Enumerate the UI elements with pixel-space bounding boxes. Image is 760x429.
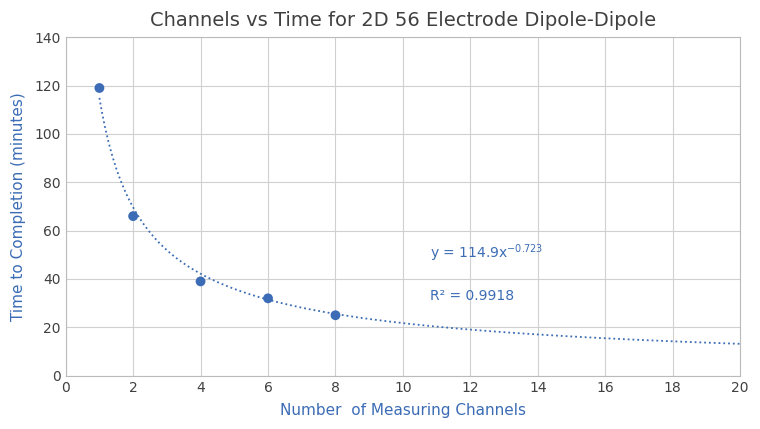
Point (262, 295, 274, 302)
X-axis label: Number  of Measuring Channels: Number of Measuring Channels (280, 403, 526, 418)
Point (93, 85, 106, 91)
Point (329, 312, 341, 319)
Text: R² = 0.9918: R² = 0.9918 (430, 289, 514, 302)
Title: Channels vs Time for 2D 56 Electrode Dipole-Dipole: Channels vs Time for 2D 56 Electrode Dip… (150, 11, 656, 30)
Point (195, 278, 207, 285)
Point (127, 213, 139, 220)
Y-axis label: Time to Completion (minutes): Time to Completion (minutes) (11, 92, 26, 321)
Text: y = 114.9x$^{-0.723}$: y = 114.9x$^{-0.723}$ (430, 243, 543, 265)
